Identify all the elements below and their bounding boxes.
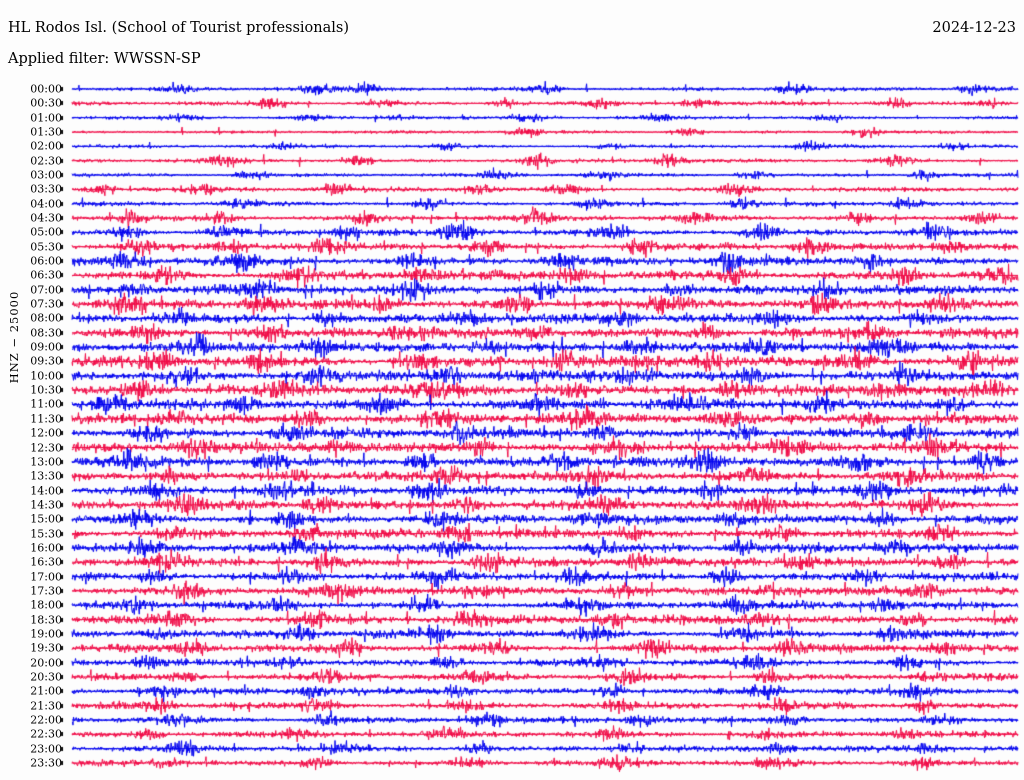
time-axis-label: 11:00 — [30, 397, 62, 411]
time-axis-label: 01:00 — [30, 111, 62, 125]
time-axis-label: 08:00 — [30, 311, 62, 325]
time-axis-label: 17:30 — [30, 584, 62, 598]
time-axis-label: 16:00 — [30, 541, 62, 555]
time-axis-label: 20:30 — [30, 670, 62, 684]
time-axis: 00:00 00:30 01:00 01:30 02:00 02:30 03:00 03:30… — [0, 0, 62, 780]
time-axis-label: 06:00 — [30, 254, 62, 268]
time-axis-label: 15:30 — [30, 527, 62, 541]
time-axis-label: 12:30 — [30, 441, 62, 454]
time-axis-label: 03:30 — [30, 182, 62, 196]
time-axis-label: 15:00 — [30, 512, 62, 526]
time-axis-label: 22:30 — [30, 727, 62, 741]
time-axis-label: 04:30 — [30, 211, 62, 225]
time-axis-label: 02:30 — [30, 154, 62, 168]
time-axis-label: 19:00 — [30, 627, 62, 641]
time-axis-label: 21:30 — [30, 699, 62, 713]
time-axis-label: 18:30 — [30, 613, 62, 627]
time-axis-label: 09:30 — [30, 354, 62, 368]
time-axis-label: 13:00 — [30, 455, 62, 469]
time-axis-label: 10:30 — [30, 383, 62, 397]
time-axis-label: 09:00 — [30, 340, 62, 354]
time-axis-label: 20:00 — [30, 656, 62, 670]
time-axis-label: 07:00 — [30, 283, 62, 297]
time-axis-label: 03:00 — [30, 168, 62, 182]
time-axis-label: 19:30 — [30, 641, 62, 655]
time-axis-label: 08:30 — [30, 326, 62, 340]
time-axis-label: 14:30 — [30, 498, 62, 512]
time-axis-label: 23:30 — [30, 756, 62, 770]
time-axis-label: 21:00 — [30, 684, 62, 698]
time-axis-label: 07:30 — [30, 297, 62, 311]
time-axis-label: 17:00 — [30, 570, 62, 584]
time-axis-label: 02:00 — [30, 139, 62, 153]
time-axis-label: 00:30 — [30, 96, 62, 110]
time-axis-label: 14:00 — [30, 484, 62, 498]
time-axis-label: 05:00 — [30, 225, 62, 239]
time-axis-label: 13:30 — [30, 469, 62, 483]
time-axis-label: 22:00 — [30, 713, 62, 727]
time-axis-label: 11:30 — [30, 412, 62, 426]
time-axis-label: 00:00 — [30, 82, 62, 96]
time-axis-label: 04:00 — [30, 197, 62, 211]
time-axis-label: 12:00 — [30, 426, 62, 440]
time-axis-label: 16:30 — [30, 555, 62, 569]
time-axis-label: 06:30 — [30, 268, 62, 282]
time-axis-label: 18:00 — [30, 598, 62, 612]
time-axis-label: 10:00 — [30, 369, 62, 383]
time-axis-label: 23:00 — [30, 742, 62, 756]
time-axis-label: 05:30 — [30, 240, 62, 254]
time-axis-label: 01:30 — [30, 125, 62, 139]
